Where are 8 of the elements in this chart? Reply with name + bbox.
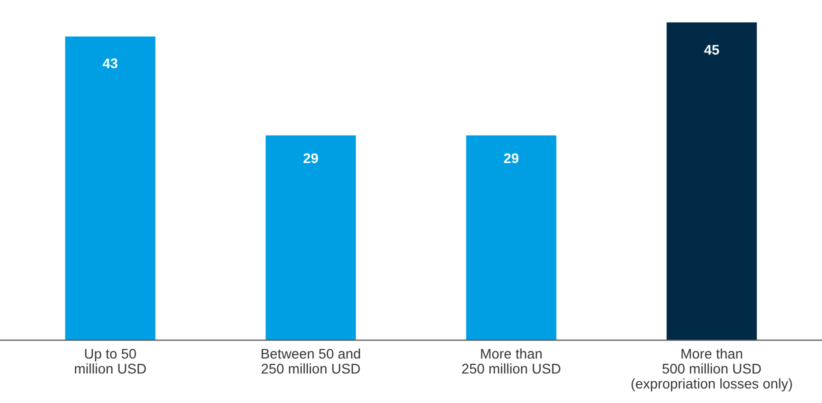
x-tick-label: Between 50 and 250 million USD	[262, 348, 360, 374]
data-label: 45	[704, 45, 720, 55]
data-label: 43	[102, 58, 118, 68]
x-tick-label: Up to 50 million USD	[74, 348, 146, 374]
data-label: 29	[304, 153, 318, 164]
x-tick-label: More than 250 million USD	[462, 348, 560, 374]
x-tick-label: More than 500 million USD (expropriation losses only)	[632, 348, 792, 392]
data-label: 29	[504, 153, 518, 164]
